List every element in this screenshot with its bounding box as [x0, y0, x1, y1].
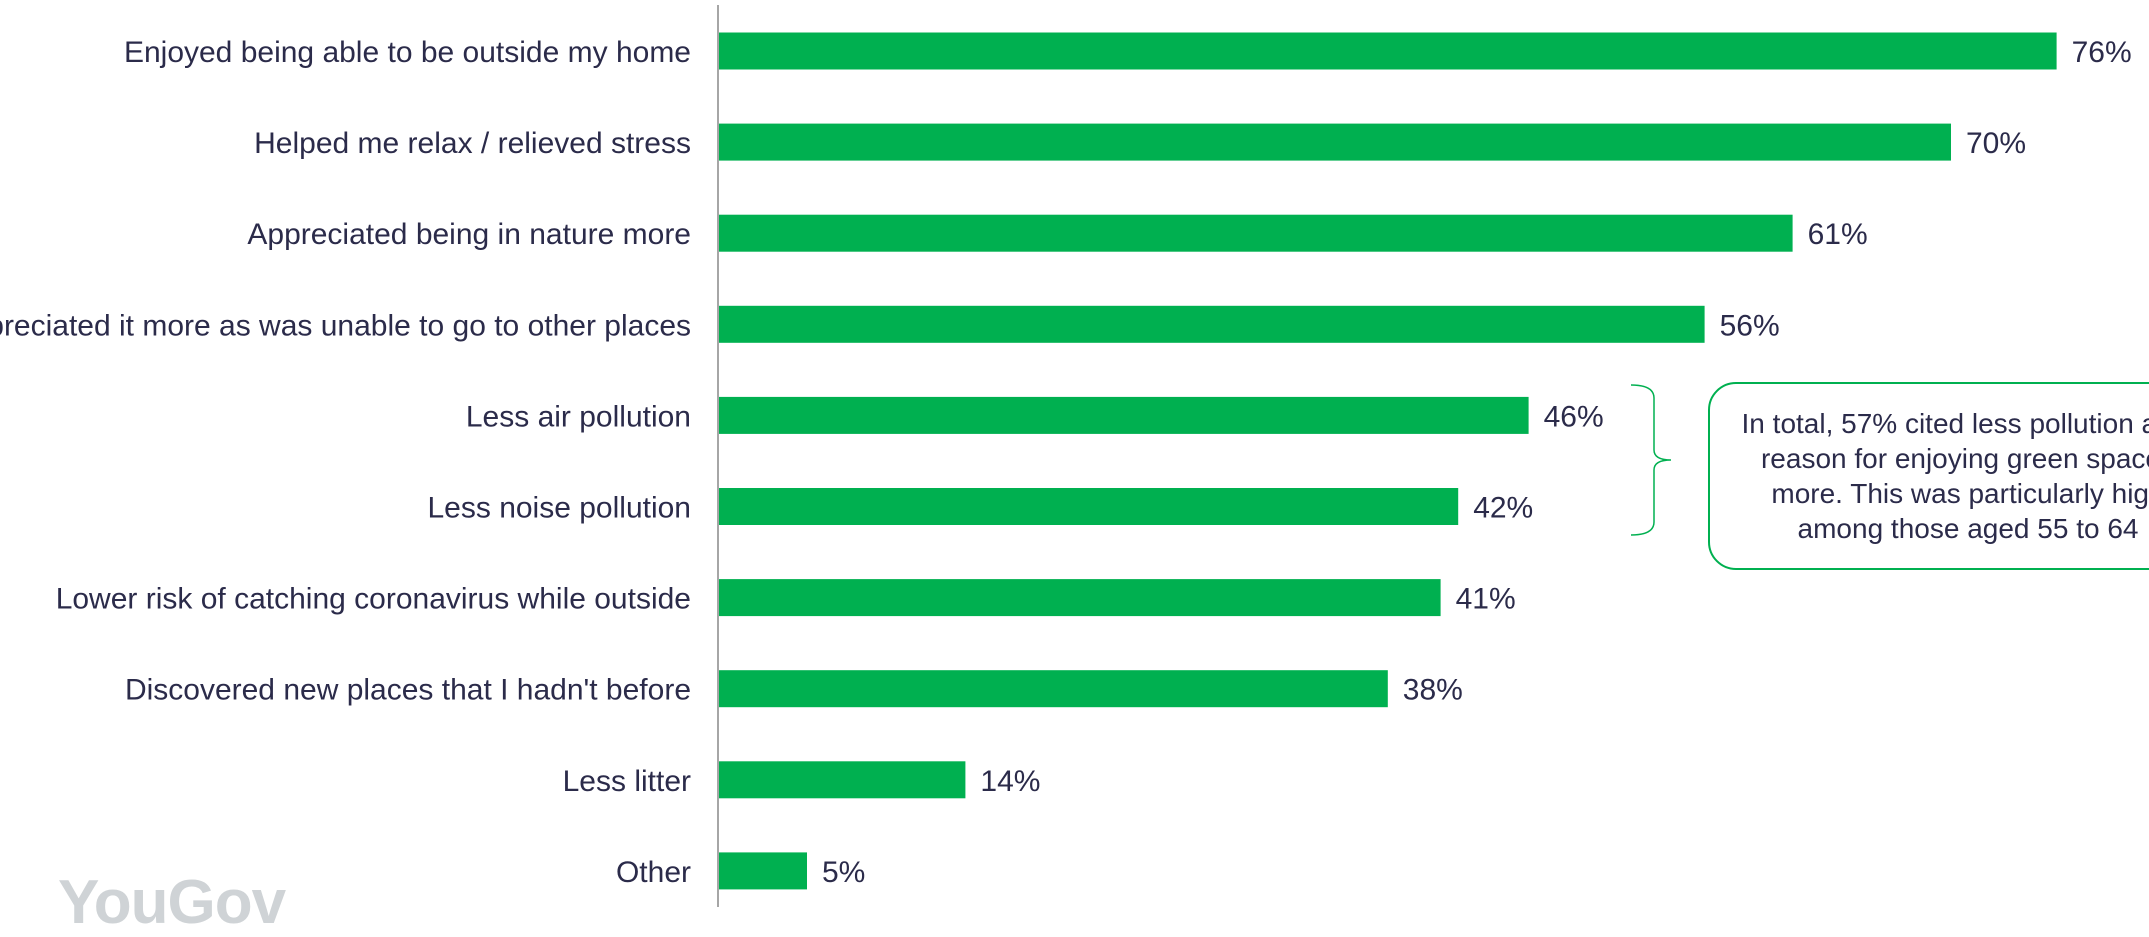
category-label: Other	[616, 856, 691, 889]
bar	[719, 214, 1793, 252]
category-label: Lower risk of catching coronavirus while…	[56, 583, 691, 616]
category-label: Less noise pollution	[427, 492, 691, 525]
logo-text: YouGov	[58, 868, 286, 937]
bar	[719, 305, 1705, 343]
category-label: Discovered new places that I hadn't befo…	[125, 674, 691, 707]
bar	[719, 488, 1459, 525]
data-label: 42%	[1473, 492, 1533, 525]
category-label: Appreciated being in nature more	[247, 218, 691, 251]
category-label: Enjoyed being able to be outside my home	[124, 36, 691, 69]
pollution-bracket	[1630, 384, 1672, 536]
bar	[719, 579, 1441, 617]
data-label: 41%	[1456, 583, 1516, 616]
chart-stage: Enjoyed being able to be outside my home…	[0, 5, 2149, 934]
callout-text: In total, 57% cited less pollution as a …	[1741, 408, 2149, 544]
bar	[719, 123, 1951, 161]
data-label: 46%	[1544, 400, 1604, 433]
category-label: Less litter	[563, 765, 691, 798]
category-label: Helped me relax / relieved stress	[254, 127, 691, 160]
bar-chart: Enjoyed being able to be outside my home…	[0, 5, 2132, 907]
bar	[719, 32, 2057, 70]
bar	[719, 396, 1529, 434]
yougov-logo: YouGov	[58, 872, 286, 934]
bar	[719, 670, 1388, 708]
data-label: 56%	[1720, 309, 1780, 342]
bar	[719, 761, 966, 799]
bar	[719, 852, 807, 890]
data-label: 76%	[2072, 36, 2132, 69]
data-label: 5%	[822, 856, 865, 889]
data-label: 61%	[1808, 218, 1868, 251]
data-label: 38%	[1403, 674, 1463, 707]
data-label: 70%	[1966, 127, 2026, 160]
data-label: 14%	[980, 765, 1040, 798]
annotation-callout: In total, 57% cited less pollution as a …	[1708, 382, 2149, 570]
category-label: Less air pollution	[466, 400, 691, 433]
category-label: Appreciated it more as was unable to go …	[0, 309, 691, 342]
